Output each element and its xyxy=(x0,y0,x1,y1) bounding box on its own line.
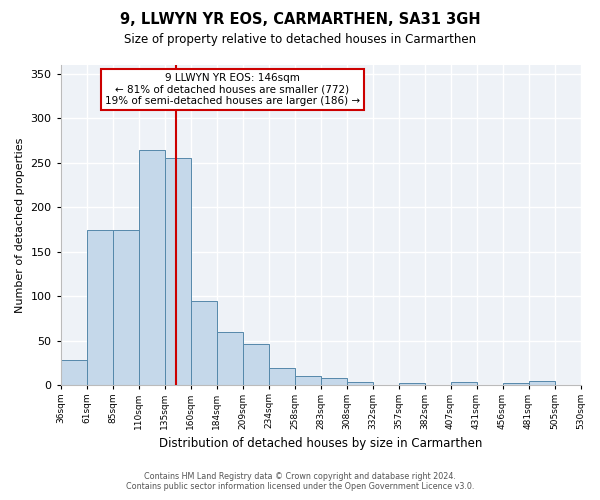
Bar xyxy=(295,376,320,386)
Text: 9, LLWYN YR EOS, CARMARTHEN, SA31 3GH: 9, LLWYN YR EOS, CARMARTHEN, SA31 3GH xyxy=(119,12,481,28)
Bar xyxy=(320,378,347,386)
Bar xyxy=(503,382,529,386)
Bar xyxy=(242,344,269,386)
Text: Size of property relative to detached houses in Carmarthen: Size of property relative to detached ho… xyxy=(124,32,476,46)
X-axis label: Distribution of detached houses by size in Carmarthen: Distribution of detached houses by size … xyxy=(159,437,482,450)
Bar xyxy=(191,301,217,386)
Bar xyxy=(61,360,86,386)
Text: Contains HM Land Registry data © Crown copyright and database right 2024.
Contai: Contains HM Land Registry data © Crown c… xyxy=(126,472,474,491)
Bar xyxy=(269,368,295,386)
Bar xyxy=(398,382,425,386)
Bar xyxy=(139,150,164,386)
Bar xyxy=(529,381,554,386)
Bar xyxy=(86,230,113,386)
Bar xyxy=(347,382,373,386)
Bar xyxy=(113,230,139,386)
Bar xyxy=(217,332,242,386)
Text: 9 LLWYN YR EOS: 146sqm
← 81% of detached houses are smaller (772)
19% of semi-de: 9 LLWYN YR EOS: 146sqm ← 81% of detached… xyxy=(104,73,360,106)
Bar xyxy=(451,382,476,386)
Bar xyxy=(164,158,191,386)
Y-axis label: Number of detached properties: Number of detached properties xyxy=(15,138,25,313)
